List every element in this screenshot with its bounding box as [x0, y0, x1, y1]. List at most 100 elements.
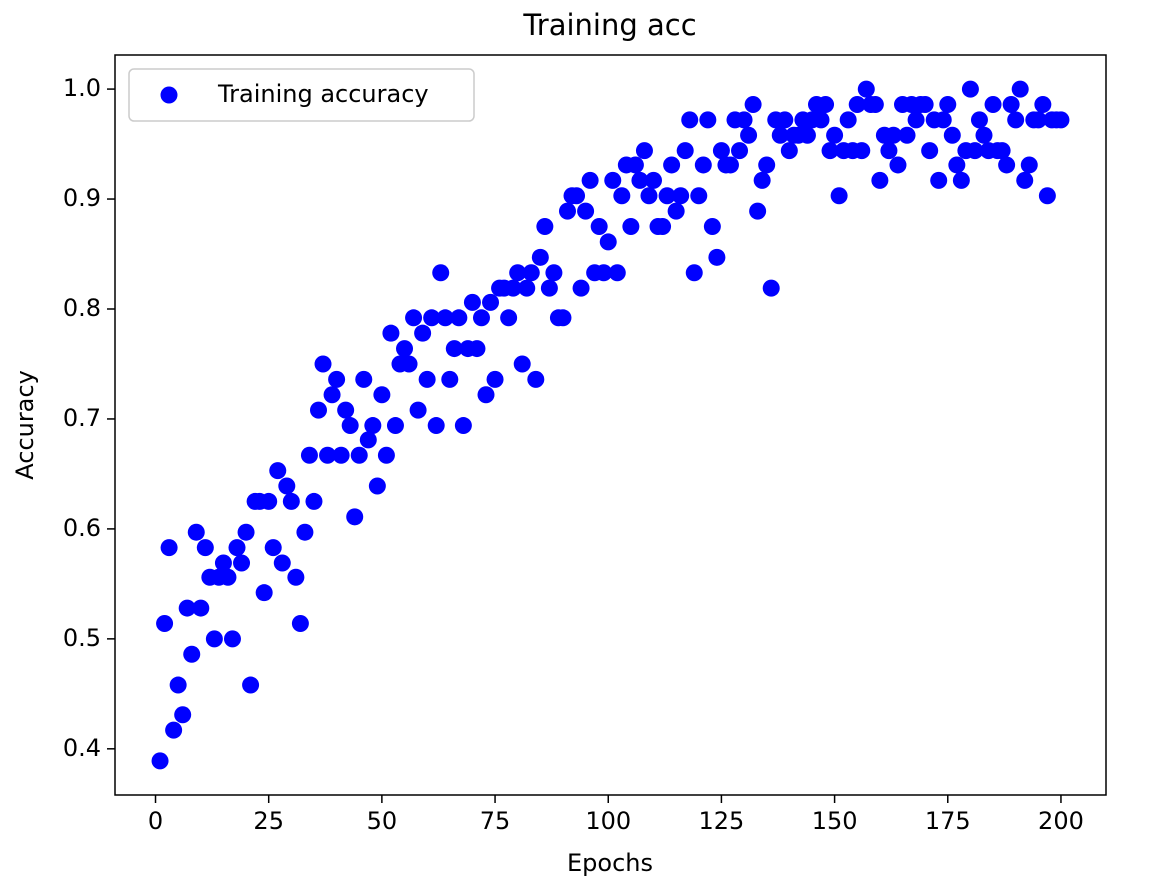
scatter-point: [319, 446, 337, 464]
scatter-point: [699, 111, 717, 129]
scatter-point: [943, 126, 961, 144]
scatter-point: [916, 95, 934, 113]
y-tick-label: 0.7: [63, 404, 101, 432]
scatter-point: [853, 142, 871, 160]
x-tick-label: 125: [699, 807, 745, 835]
x-tick-label: 150: [812, 807, 858, 835]
scatter-point: [599, 233, 617, 251]
scatter-point: [273, 554, 291, 572]
scatter-point: [984, 95, 1002, 113]
scatter-point: [749, 202, 767, 220]
scatter-point: [694, 156, 712, 174]
scatter-point: [463, 293, 481, 311]
scatter-point: [282, 492, 300, 510]
scatter-point: [930, 171, 948, 189]
scatter-point: [735, 111, 753, 129]
scatter-point: [545, 264, 563, 282]
scatter-point: [753, 171, 771, 189]
legend-label: Training accuracy: [217, 80, 429, 108]
scatter-point: [504, 279, 522, 297]
scatter-point: [907, 111, 925, 129]
scatter-point: [341, 417, 359, 435]
scatter-point: [590, 218, 608, 236]
scatter-point: [721, 156, 739, 174]
scatter-point: [604, 171, 622, 189]
scatter-point: [685, 264, 703, 282]
y-tick-label: 1.0: [63, 74, 101, 102]
scatter-point: [432, 264, 450, 282]
scatter-point: [269, 462, 287, 480]
scatter-point: [518, 279, 536, 297]
scatter-point: [233, 554, 251, 572]
y-tick-label: 0.6: [63, 514, 101, 542]
scatter-point: [237, 523, 255, 541]
scatter-point: [898, 126, 916, 144]
scatter-point: [1002, 95, 1020, 113]
scatter-point: [205, 630, 223, 648]
scatter-point: [667, 202, 685, 220]
scatter-point: [165, 721, 183, 739]
scatter-point: [151, 752, 169, 770]
scatter-point: [174, 706, 192, 724]
scatter-point: [287, 568, 305, 586]
scatter-point: [400, 355, 418, 373]
scatter-point: [939, 95, 957, 113]
x-axis-label: Epochs: [567, 849, 653, 877]
scatter-point: [350, 446, 368, 464]
scatter-point: [776, 111, 794, 129]
scatter-point: [332, 446, 350, 464]
scatter-point: [613, 187, 631, 205]
scatter-point: [631, 171, 649, 189]
scatter-point: [468, 340, 486, 358]
scatter-point: [690, 187, 708, 205]
scatter-point: [744, 95, 762, 113]
scatter-point: [1034, 95, 1052, 113]
scatter-point: [192, 599, 210, 617]
scatter-point: [681, 111, 699, 129]
x-tick-label: 100: [585, 807, 631, 835]
scatter-point: [626, 156, 644, 174]
scatter-point: [223, 630, 241, 648]
scatter-point: [663, 156, 681, 174]
scatter-point: [291, 614, 309, 632]
scatter-point: [676, 142, 694, 160]
scatter-point: [255, 584, 273, 602]
scatter-point: [522, 264, 540, 282]
scatter-point: [328, 370, 346, 388]
legend-marker: [160, 86, 178, 104]
y-tick-label: 0.8: [63, 294, 101, 322]
scatter-point: [219, 568, 237, 586]
scatter-point: [771, 126, 789, 144]
scatter-point: [857, 80, 875, 98]
scatter-point: [871, 171, 889, 189]
legend-box: [128, 68, 475, 122]
scatter-point: [228, 539, 246, 557]
scatter-point: [889, 156, 907, 174]
scatter-point: [812, 111, 830, 129]
x-tick-label: 50: [367, 807, 398, 835]
scatter-point: [540, 279, 558, 297]
scatter-point: [368, 477, 386, 495]
scatter-point: [264, 539, 282, 557]
scatter-point: [314, 355, 332, 373]
scatter-point: [196, 539, 214, 557]
plot-frame: [114, 54, 1107, 796]
scatter-point: [536, 218, 554, 236]
scatter-point: [337, 401, 355, 419]
scatter-point: [1007, 111, 1025, 129]
scatter-point: [486, 370, 504, 388]
scatter-point: [1052, 111, 1070, 129]
scatter-point: [323, 386, 341, 404]
scatter-point: [830, 187, 848, 205]
scatter-point: [780, 142, 798, 160]
scatter-point: [608, 264, 626, 282]
scatter-point: [640, 187, 658, 205]
scatter-point: [427, 417, 445, 435]
x-tick-label: 175: [925, 807, 971, 835]
scatter-point: [839, 111, 857, 129]
scatter-point: [848, 95, 866, 113]
scatter-point: [500, 309, 518, 327]
scatter-point: [364, 417, 382, 435]
scatter-point: [214, 554, 232, 572]
